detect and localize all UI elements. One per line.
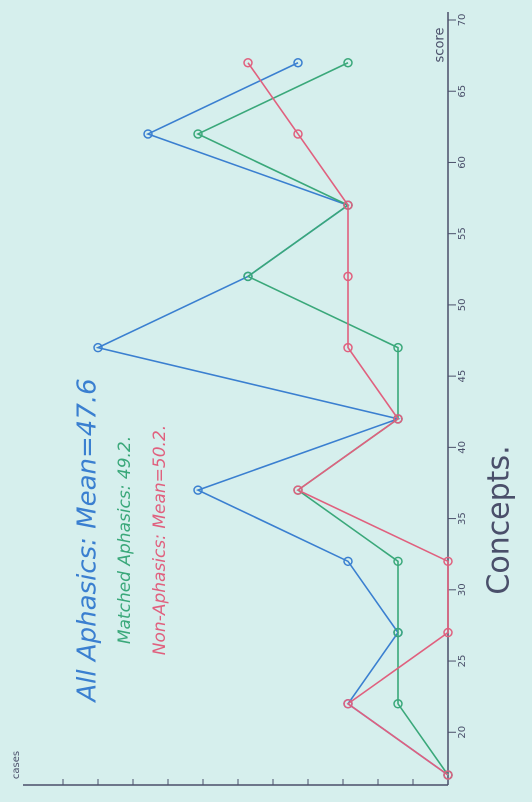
x-tick-label: 55: [457, 227, 468, 240]
x-tick-label: 40: [457, 441, 468, 454]
legend-entry: Non-Aphasics: Mean=50.2.: [150, 425, 170, 655]
y-axis-label: cases: [11, 751, 22, 779]
x-tick-label: 45: [457, 370, 468, 383]
series-line: [248, 63, 448, 775]
x-tick-label: 25: [457, 655, 468, 668]
x-tick-label: 70: [457, 14, 468, 27]
x-tick-label: 35: [457, 512, 468, 525]
x-tick-label: 60: [457, 156, 468, 169]
x-tick-label: 50: [457, 299, 468, 312]
x-tick-label: 65: [457, 85, 468, 98]
x-axis-label: score: [433, 28, 448, 63]
legend-entry: Matched Aphasics: 49.2.: [115, 436, 135, 644]
page: {"chart_data": {"type": "line", "legend_…: [0, 0, 532, 802]
caption: Concepts.: [482, 445, 517, 594]
legend-entry: All Aphasics: Mean=47.6: [73, 378, 103, 703]
x-tick-label: 20: [457, 726, 468, 739]
x-tick-label: 30: [457, 583, 468, 596]
chart: Concepts. score cases 20 25 30 35 40 45 50 55 60…: [0, 0, 532, 802]
